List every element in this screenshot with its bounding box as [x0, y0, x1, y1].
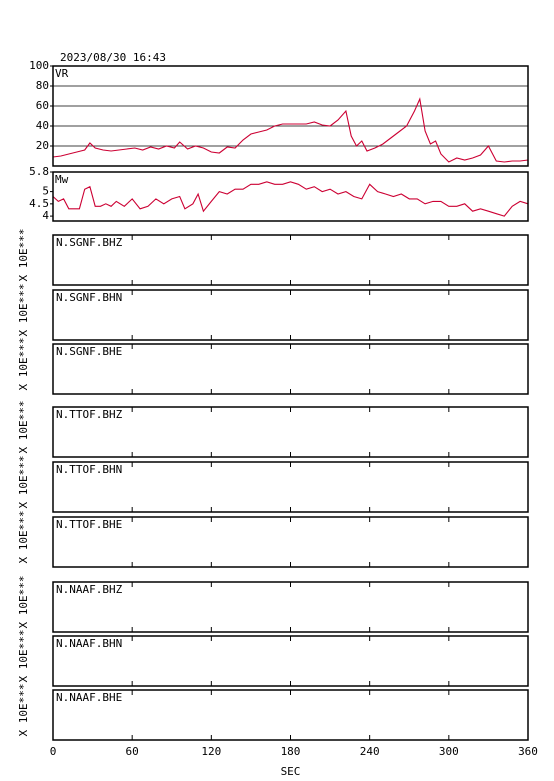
scale-label: X 10E*** — [17, 511, 30, 564]
station-label: N.SGNF.BHE — [56, 345, 122, 358]
x-tick-label: 0 — [50, 745, 57, 758]
y-tick-label: 4 — [42, 209, 49, 222]
panel-frame — [52, 65, 529, 167]
waveform-frame — [52, 234, 529, 286]
station-label: N.NAAF.BHN — [56, 637, 122, 650]
y-tick-label: 5 — [42, 185, 49, 198]
y-tick-label: 4.5 — [29, 197, 49, 210]
station-label: N.NAAF.BHZ — [56, 583, 123, 596]
station-label: N.TTOF.BHE — [56, 518, 122, 531]
waveform-frame — [52, 461, 529, 513]
waveform-frame — [52, 635, 529, 687]
scale-label: X 10E*** — [17, 684, 30, 737]
waveform-frame — [52, 343, 529, 395]
x-tick-label: 240 — [360, 745, 380, 758]
x-tick-label: 120 — [201, 745, 221, 758]
station-label: N.SGNF.BHZ — [56, 236, 123, 249]
scale-label: X 10E*** — [17, 229, 30, 282]
station-label: N.SGNF.BHN — [56, 291, 122, 304]
scale-label: X 10E*** — [17, 338, 30, 391]
y-tick-label: 5.8 — [29, 165, 49, 178]
panel-label: VR — [55, 67, 69, 80]
station-label: N.TTOF.BHZ — [56, 408, 123, 421]
scale-label: X 10E*** — [17, 630, 30, 683]
x-tick-label: 60 — [126, 745, 139, 758]
scale-label: X 10E*** — [17, 456, 30, 509]
timestamp: 2023/08/30 16:43 — [60, 51, 166, 64]
station-label: N.NAAF.BHE — [56, 691, 122, 704]
y-tick-label: 60 — [36, 99, 49, 112]
scale-label: X 10E*** — [17, 401, 30, 454]
x-tick-label: 360 — [518, 745, 538, 758]
station-label: N.TTOF.BHN — [56, 463, 122, 476]
x-tick-label: 300 — [439, 745, 459, 758]
y-tick-label: 20 — [36, 139, 49, 152]
panel-frame — [52, 171, 529, 222]
x-tick-label: 180 — [281, 745, 301, 758]
scale-label: X 10E*** — [17, 284, 30, 337]
waveform-frame — [52, 689, 529, 741]
waveform-frame — [52, 516, 529, 568]
series-line — [52, 97, 529, 163]
y-tick-label: 80 — [36, 79, 49, 92]
series-line — [52, 181, 529, 217]
y-tick-label: 100 — [29, 59, 49, 72]
panel-label: Mw — [55, 173, 69, 186]
x-axis-title: SEC — [281, 765, 301, 778]
waveform-frame — [52, 406, 529, 458]
scale-label: X 10E*** — [17, 576, 30, 629]
waveform-frame — [52, 581, 529, 633]
y-tick-label: 40 — [36, 119, 49, 132]
waveform-frame — [52, 289, 529, 341]
